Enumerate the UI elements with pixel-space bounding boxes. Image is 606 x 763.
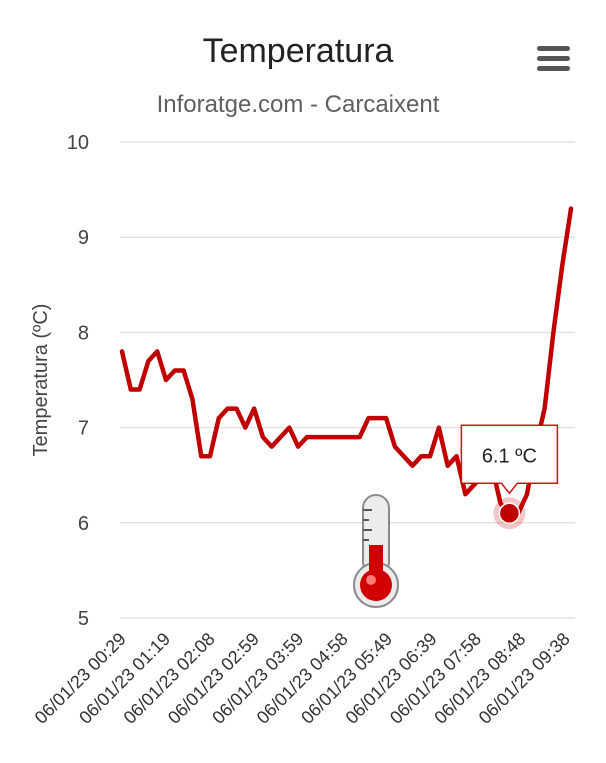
y-axis-label: Temperatura (ºC) <box>30 304 52 457</box>
chart-title: Temperatura <box>203 32 394 70</box>
tooltip-box <box>460 424 559 495</box>
y-tick-label: 7 <box>78 418 89 440</box>
y-tick-label: 5 <box>78 608 89 630</box>
series-layer <box>119 206 574 530</box>
tooltip-value: 6.1 ºC <box>482 445 537 467</box>
y-tick-label: 6 <box>78 513 89 535</box>
series-line <box>119 206 574 516</box>
data-point[interactable] <box>498 502 521 525</box>
tooltip: 6.1 ºC <box>460 424 559 495</box>
menu-icon[interactable] <box>528 40 570 74</box>
y-axis: 5 6 7 8 9 10 <box>67 132 89 630</box>
y-tick-label: 9 <box>78 227 89 249</box>
chart-subtitle: Inforatge.com - Carcaixent <box>157 91 440 118</box>
thermometer-icon <box>353 494 399 608</box>
y-tick-label: 8 <box>78 322 89 344</box>
y-tick-label: 10 <box>67 132 89 154</box>
